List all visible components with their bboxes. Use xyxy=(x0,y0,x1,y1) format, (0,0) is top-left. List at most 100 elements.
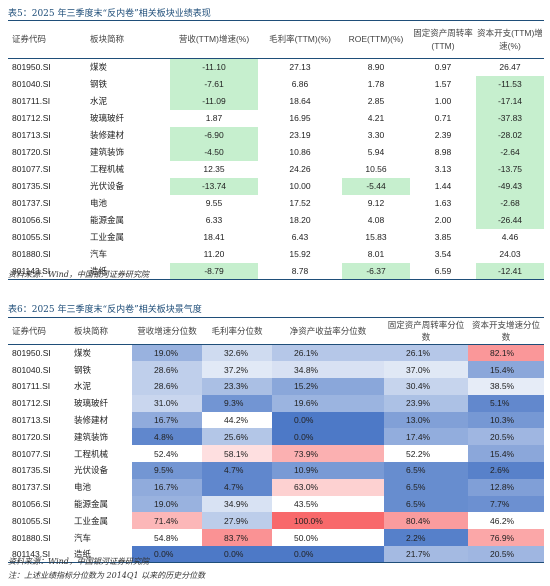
metric-value: -8.79 xyxy=(170,262,258,280)
percentile-value: 19.6% xyxy=(272,394,384,412)
metric-value: 12.35 xyxy=(203,164,225,174)
metric-value: 1.00 xyxy=(434,96,452,106)
metric-value: 5.94 xyxy=(367,147,385,157)
metric-value: -28.02 xyxy=(476,126,544,144)
metric-value: 17.52 xyxy=(289,198,311,208)
percentile-value: 23.9% xyxy=(384,394,468,412)
percentile-value: 26.1% xyxy=(384,344,468,362)
metric-value: 10.56 xyxy=(365,164,387,174)
sector-name: 能源金属 xyxy=(74,499,109,510)
percentile-value: 44.2% xyxy=(202,411,272,429)
table-row: 801056.SI 能源金属 6.33 18.20 4.08 2.00 -26.44 xyxy=(8,211,544,229)
metric-value: 6.33 xyxy=(205,215,223,225)
percentile-value: 23.3% xyxy=(202,378,272,395)
metric-value: 6.43 xyxy=(291,232,309,242)
percentile-value: 52.4% xyxy=(132,445,202,463)
sector-name: 煤炭 xyxy=(74,348,92,359)
percentile-value: 43.5% xyxy=(272,495,384,513)
percentile-value: 83.7% xyxy=(202,529,272,547)
percentile-value: 2.2% xyxy=(384,529,468,547)
percentile-value: 26.1% xyxy=(272,344,384,362)
percentile-value: 7.7% xyxy=(468,495,544,513)
sector-name: 钢铁 xyxy=(90,79,108,89)
metric-value: 0.71 xyxy=(434,113,452,123)
percentile-value: 82.1% xyxy=(468,344,544,362)
metric-value: 8.01 xyxy=(367,249,385,259)
sector-name: 工程机械 xyxy=(74,448,109,459)
table-row: 801735.SI 光伏设备 9.5% 4.7% 10.9% 6.5% 2.6% xyxy=(8,462,544,479)
percentile-value: 58.1% xyxy=(202,445,272,463)
percentile-value: 0.0% xyxy=(272,411,384,429)
sector-code: 801950.SI xyxy=(12,348,51,359)
sector-name: 水泥 xyxy=(74,381,92,392)
percentile-value: 0.0% xyxy=(202,546,272,563)
metric-value: 8.98 xyxy=(434,147,452,157)
sector-code: 801720.SI xyxy=(12,431,51,442)
metric-value: -11.10 xyxy=(170,58,258,76)
table6-note: 注：上述业绩指标分位数为 2014Q1 以来的历史分位数 xyxy=(8,571,206,580)
percentile-value: 10.9% xyxy=(272,462,384,479)
percentile-value: 15.4% xyxy=(468,361,544,379)
col-header-name: 板块简称 xyxy=(90,34,125,44)
metric-value: -7.61 xyxy=(170,75,258,93)
sector-code: 801950.SI xyxy=(12,62,51,73)
metric-value: -6.90 xyxy=(170,126,258,144)
percentile-value: 0.0% xyxy=(272,428,384,446)
metric-value: 8.90 xyxy=(367,62,385,73)
sector-code: 801143.SI xyxy=(12,265,51,276)
sector-name: 玻璃玻纤 xyxy=(90,113,125,123)
table5-source: 资料来源：Wind，中国银河证券研究院 xyxy=(8,270,149,279)
col-header-margin-pct: 毛利率分位数 xyxy=(211,326,263,336)
metric-value: -2.68 xyxy=(476,194,544,212)
percentile-value: 20.5% xyxy=(468,546,544,563)
metric-value: 3.30 xyxy=(367,130,385,140)
percentile-value: 10.3% xyxy=(468,411,544,429)
percentile-value: 9.5% xyxy=(132,462,202,479)
sector-code: 801720.SI xyxy=(12,147,51,157)
sector-name: 工程机械 xyxy=(90,164,125,174)
col-header-code: 证券代码 xyxy=(12,34,47,44)
percentile-value: 6.5% xyxy=(384,478,468,496)
metric-value: 16.95 xyxy=(289,113,311,123)
table-row: 801735.SI 光伏设备 -13.74 10.00 -5.44 1.44 -49.43 xyxy=(8,177,544,195)
metric-value: 9.55 xyxy=(205,198,223,208)
percentile-value: 20.5% xyxy=(468,428,544,446)
sector-code: 801713.SI xyxy=(12,130,51,140)
performance-table: 证券代码 板块简称 营收(TTM)增速(%) 毛利率(TTM)(%) ROE(T… xyxy=(8,20,544,280)
percentile-value: 30.4% xyxy=(384,378,468,395)
sector-name: 建筑装饰 xyxy=(90,147,125,157)
sector-name: 钢铁 xyxy=(74,364,92,375)
metric-value: 27.13 xyxy=(289,62,311,73)
percentile-value: 46.2% xyxy=(468,512,544,530)
col-header-roe-pct: 净资产收益率分位数 xyxy=(289,326,367,336)
col-header-capex-growth: 资本开支(TTM)增速(%) xyxy=(477,27,543,51)
percentile-value: 76.9% xyxy=(468,529,544,547)
table-row: 801711.SI 水泥 28.6% 23.3% 15.2% 30.4% 38.5% xyxy=(8,378,544,395)
sector-code: 801055.SI xyxy=(12,232,51,242)
table-header-row: 证券代码 板块简称 营收(TTM)增速(%) 毛利率(TTM)(%) ROE(T… xyxy=(8,20,544,59)
table-row: 801720.SI 建筑装饰 -4.50 10.86 5.94 8.98 -2.64 xyxy=(8,143,544,161)
percentile-value: 19.0% xyxy=(132,344,202,362)
metric-value: 3.54 xyxy=(434,249,452,259)
percentile-value: 28.6% xyxy=(132,361,202,379)
percentile-value: 4.7% xyxy=(202,462,272,479)
metric-value: -11.53 xyxy=(476,75,544,93)
table-header-row: 证券代码 板块简称 营收增速分位数 毛利率分位数 净资产收益率分位数 固定资产周… xyxy=(8,317,544,345)
percentile-value: 9.3% xyxy=(202,394,272,412)
metric-value: 4.46 xyxy=(501,232,519,242)
metric-value: 0.97 xyxy=(434,62,452,73)
col-header-revenue-growth: 营收(TTM)增速(%) xyxy=(178,34,250,44)
metric-value: 10.00 xyxy=(289,181,311,191)
table5-caption: 表5：2025 年三季度末“反内卷”相关板块业绩表现 xyxy=(8,9,211,19)
table-row: 801711.SI 水泥 -11.09 18.64 2.85 1.00 -17.14 xyxy=(8,92,544,110)
percentile-value: 4.7% xyxy=(202,478,272,496)
percentile-value: 6.5% xyxy=(384,495,468,513)
sector-code: 801077.SI xyxy=(12,448,51,459)
sector-name: 工业金属 xyxy=(90,232,125,242)
percentile-value: 12.8% xyxy=(468,478,544,496)
sector-code: 801143.SI xyxy=(12,549,51,560)
metric-value: 6.86 xyxy=(291,79,309,89)
metric-value: -13.74 xyxy=(170,177,258,195)
sector-name: 工业金属 xyxy=(74,515,109,526)
